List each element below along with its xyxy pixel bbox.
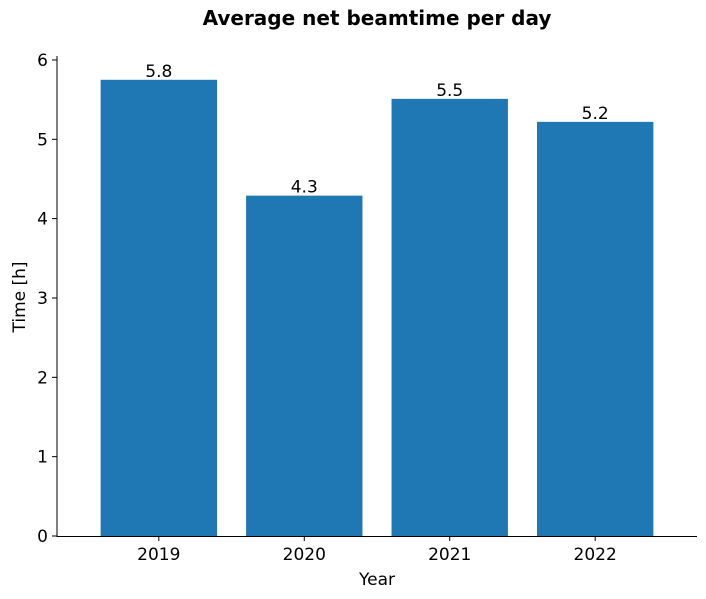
- y-tick-label-6: 6: [37, 51, 48, 71]
- bar-2019: [100, 79, 217, 537]
- data-label-2019: 5.8: [145, 62, 172, 82]
- x-tick-label-2022: 2022: [574, 545, 617, 565]
- y-tick-label-4: 4: [37, 210, 48, 230]
- x-tick-label-2019: 2019: [137, 545, 180, 565]
- y-tick-label-3: 3: [37, 289, 48, 309]
- x-axis-label: Year: [358, 570, 395, 590]
- y-axis-label: Time [h]: [10, 261, 30, 333]
- x-axis: 2019 2020 2021 2022: [137, 536, 617, 565]
- data-label-2022: 5.2: [582, 104, 609, 124]
- data-labels-group: 5.8 4.3 5.5 5.2: [145, 62, 608, 198]
- bar-2022: [537, 121, 654, 536]
- x-tick-label-2021: 2021: [428, 545, 471, 565]
- bar-2021: [391, 98, 508, 537]
- y-tick-label-1: 1: [37, 448, 48, 468]
- y-tick-label-2: 2: [37, 368, 48, 388]
- x-tick-label-2020: 2020: [283, 545, 326, 565]
- data-label-2021: 5.5: [436, 81, 463, 101]
- chart-title: Average net beamtime per day: [203, 6, 552, 30]
- y-axis: 0 1 2 3 4 5 6: [37, 51, 57, 547]
- data-label-2020: 4.3: [291, 178, 318, 198]
- y-tick-label-0: 0: [37, 527, 48, 547]
- y-tick-label-5: 5: [37, 130, 48, 150]
- bars-group: [100, 79, 654, 537]
- bar-2020: [246, 195, 363, 537]
